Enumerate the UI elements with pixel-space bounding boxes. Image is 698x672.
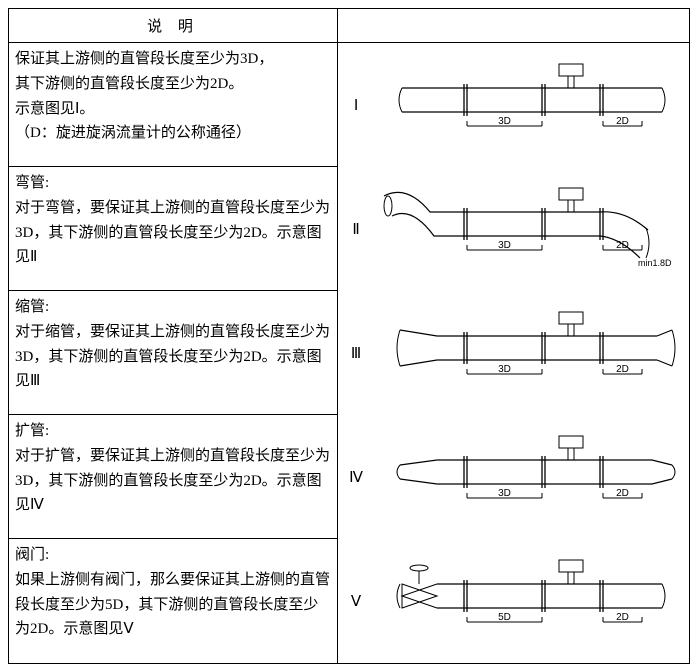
roman-3: Ⅲ	[338, 344, 374, 363]
diagram-2: 3D 2D min1.8D	[374, 174, 689, 284]
installation-table: 说 明 保证其上游侧的直管段长度至少为3D， 其下游侧的直管段长度至少为2D。 …	[8, 8, 690, 664]
diagram-4: 3D 2D	[374, 422, 689, 532]
desc-cell-4: 扩管: 对于扩管，要保证其上游侧的直管段长度至少为3D，其下游侧的直管段长度至少…	[9, 415, 337, 539]
roman-1: Ⅰ	[338, 96, 374, 115]
roman-5: Ⅴ	[338, 592, 374, 611]
diagram-3: 3D 2D	[374, 298, 689, 408]
svg-text:5D: 5D	[498, 612, 511, 623]
diagram-row-1: Ⅰ 3D 2D	[338, 43, 689, 167]
svg-text:3D: 3D	[498, 116, 511, 127]
table-body: 保证其上游侧的直管段长度至少为3D， 其下游侧的直管段长度至少为2D。 示意图见…	[9, 43, 689, 663]
svg-text:2D: 2D	[616, 488, 629, 499]
svg-text:2D: 2D	[616, 240, 629, 251]
diagram-row-3: Ⅲ 3D 2D	[338, 291, 689, 415]
svg-text:2D: 2D	[616, 364, 629, 375]
diagram-row-4: Ⅳ 3D 2D	[338, 415, 689, 539]
description-column: 保证其上游侧的直管段长度至少为3D， 其下游侧的直管段长度至少为2D。 示意图见…	[9, 43, 338, 663]
diagram-row-5: Ⅴ 5D 2D	[338, 539, 689, 663]
desc-cell-3: 缩管: 对于缩管，要保证其上游侧的直管段长度至少为3D，其下游侧的直管段长度至少…	[9, 291, 337, 415]
roman-2: Ⅱ	[338, 220, 374, 239]
desc-cell-1: 保证其上游侧的直管段长度至少为3D， 其下游侧的直管段长度至少为2D。 示意图见…	[9, 43, 337, 167]
svg-text:2D: 2D	[616, 116, 629, 127]
table-header-row: 说 明	[9, 9, 689, 43]
diagram-column: Ⅰ 3D 2D Ⅱ	[338, 43, 689, 663]
diagram-row-2: Ⅱ 3D 2D min1.8D	[338, 167, 689, 291]
roman-4: Ⅳ	[338, 468, 374, 487]
svg-text:3D: 3D	[498, 488, 511, 499]
svg-text:3D: 3D	[498, 364, 511, 375]
header-right	[338, 9, 689, 43]
svg-text:3D: 3D	[498, 240, 511, 251]
desc-cell-5: 阀门: 如果上游侧有阀门，那么要保证其上游侧的直管段长度至少为5D，其下游侧的直…	[9, 539, 337, 663]
header-left: 说 明	[9, 9, 338, 43]
svg-text:min1.8D: min1.8D	[638, 258, 672, 268]
desc-cell-2: 弯管: 对于弯管，要保证其上游侧的直管段长度至少为3D，其下游侧的直管段长度至少…	[9, 167, 337, 291]
diagram-1: 3D 2D	[374, 50, 689, 160]
diagram-5: 5D 2D	[374, 546, 689, 656]
svg-text:2D: 2D	[616, 612, 629, 623]
